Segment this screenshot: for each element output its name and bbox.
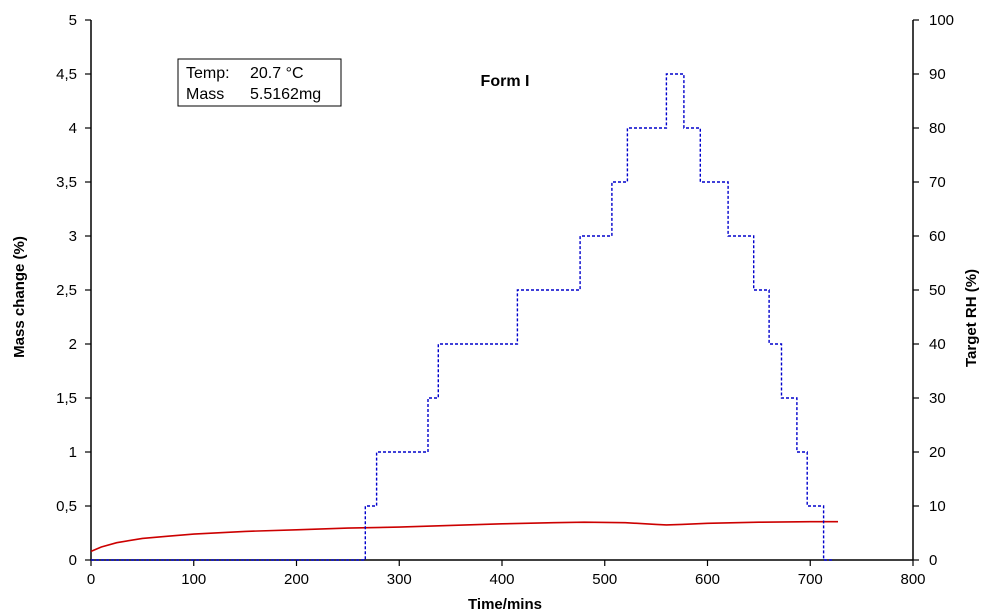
y-right-tick-label: 90 <box>929 66 946 83</box>
x-tick-label: 500 <box>592 571 617 588</box>
x-tick-label: 600 <box>695 571 720 588</box>
y-right-tick-label: 0 <box>929 552 937 569</box>
temp-value: 20.7 °C <box>250 65 304 82</box>
x-tick-label: 300 <box>387 571 412 588</box>
y-right-tick-label: 10 <box>929 498 946 515</box>
x-ticks: 0 100 200 300 400 500 600 700 800 <box>87 560 926 588</box>
y-left-tick-label: 4,5 <box>56 66 77 83</box>
x-tick-label: 800 <box>900 571 925 588</box>
y-right-tick-label: 40 <box>929 336 946 353</box>
y-left-tick-label: 2,5 <box>56 282 77 299</box>
temp-label: Temp: <box>186 65 230 82</box>
x-tick-label: 700 <box>798 571 823 588</box>
info-box-frame <box>177 58 342 107</box>
y-left-tick-label: 3 <box>69 228 77 245</box>
y-left-ticks: 0 0,5 1 1,5 2 2,5 3 3,5 4 4,5 5 <box>56 12 91 569</box>
mass-value: 5.5162mg <box>250 86 321 103</box>
y-left-tick-label: 5 <box>69 12 77 29</box>
y-right-tick-label: 70 <box>929 174 946 191</box>
y-right-tick-label: 20 <box>929 444 946 461</box>
y-right-axis-title: Target RH (%) <box>963 269 980 367</box>
y-left-tick-label: 2 <box>69 336 77 353</box>
y-left-axis-title: Mass change (%) <box>11 236 28 358</box>
x-tick-label: 0 <box>87 571 95 588</box>
mass-label: Mass <box>186 86 224 103</box>
y-right-tick-label: 50 <box>929 282 946 299</box>
series-layer <box>90 73 838 561</box>
x-tick-label: 200 <box>284 571 309 588</box>
y-right-tick-label: 30 <box>929 390 946 407</box>
y-left-tick-label: 0,5 <box>56 498 77 515</box>
y-left-tick-label: 4 <box>69 120 77 137</box>
y-right-tick-label: 60 <box>929 228 946 245</box>
y-right-tick-label: 100 <box>929 12 954 29</box>
mass-change-line <box>90 520 838 553</box>
y-right-tick-label: 80 <box>929 120 946 137</box>
info-box: Temp: 20.7 °C Mass 5.5162mg <box>177 58 342 107</box>
y-right-ticks: 0 10 20 30 40 50 60 70 80 90 100 <box>913 12 954 569</box>
target-rh-line <box>91 73 834 561</box>
chart-title: Form I <box>481 73 530 90</box>
y-left-tick-label: 1 <box>69 444 77 461</box>
y-left-tick-label: 3,5 <box>56 174 77 191</box>
x-tick-label: 100 <box>181 571 206 588</box>
x-axis-title: Time/mins <box>468 596 542 613</box>
y-left-tick-label: 1,5 <box>56 390 77 407</box>
x-tick-label: 400 <box>489 571 514 588</box>
y-left-tick-label: 0 <box>69 552 77 569</box>
